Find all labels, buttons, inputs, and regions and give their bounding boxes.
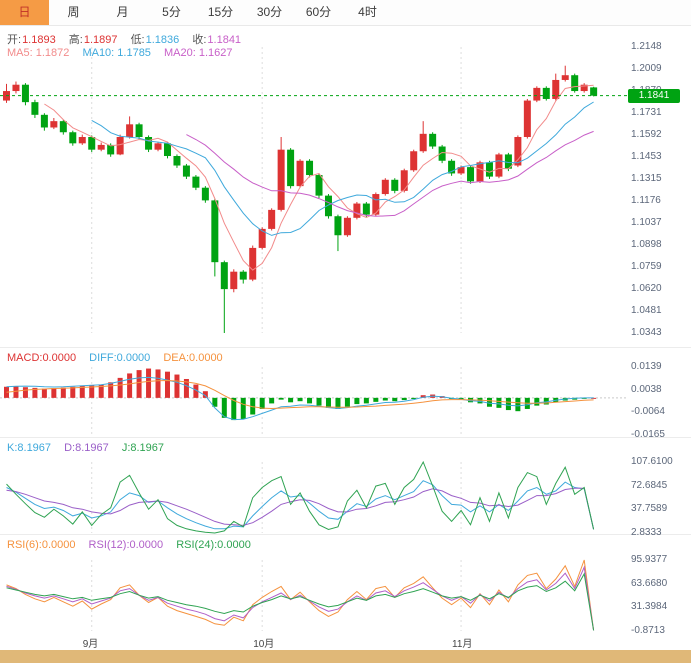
timeframe-toolbar: 日 周 月 5分 15分 30分 60分 4时 (0, 0, 691, 26)
open-label: 开: (7, 34, 22, 46)
rsi6-value: RSI(6):0.0000 (7, 539, 76, 551)
month-label: 10月 (253, 639, 275, 650)
tab-5min[interactable]: 5分 (162, 5, 181, 19)
y-axis-label: 1.0481 (631, 305, 662, 316)
y-axis-label: 1.1037 (631, 217, 662, 228)
y-axis-label: 1.0620 (631, 283, 662, 294)
time-axis: 9月 10月 11月 (0, 634, 691, 650)
y-axis-label: 1.0343 (631, 327, 662, 338)
diff-value: DIFF:0.0000 (89, 352, 151, 364)
price-panel: 开:1.1893 高:1.1897 低:1.1836 收:1.1841 MA5:… (0, 26, 691, 348)
y-axis-label: 1.1592 (631, 129, 662, 140)
y-axis-label: 63.6680 (631, 577, 668, 589)
k-value: K:8.1967 (7, 442, 52, 454)
ma5-value: MA5: 1.1872 (7, 47, 70, 59)
low-label: 低: (130, 34, 145, 46)
y-axis-label: 1.2148 (631, 41, 662, 52)
ohlc-legend: 开:1.1893 高:1.1897 低:1.1836 收:1.1841 (7, 31, 251, 47)
y-axis-label: 1.1453 (631, 151, 662, 162)
macd-legend: MACD:0.0000 DIFF:0.0000 DEA:0.0000 (7, 352, 233, 364)
rsi-legend: RSI(6):0.0000 RSI(12):0.0000 RSI(24):0.0… (7, 539, 261, 551)
close-value: 1.1841 (207, 34, 242, 46)
tab-4hour[interactable]: 4时 (358, 5, 377, 19)
ma20-value: MA20: 1.1627 (164, 47, 233, 59)
y-axis-label: 31.3984 (631, 601, 668, 613)
kdj-panel: K:8.1967 D:8.1967 J:8.1967 107.6100 72.68… (0, 438, 691, 538)
y-axis-label: 37.7589 (631, 503, 668, 515)
low-value: 1.1836 (145, 34, 180, 46)
high-label: 高: (68, 34, 83, 46)
y-axis-label: -0.0064 (631, 406, 665, 417)
rsi24-value: RSI(24):0.0000 (176, 539, 251, 551)
ma10-value: MA10: 1.1785 (82, 47, 151, 59)
time-scrollbar[interactable] (0, 650, 691, 663)
y-axis-label: 0.0139 (631, 361, 662, 372)
tab-monthly[interactable]: 月 (116, 5, 129, 19)
open-value: 1.1893 (22, 34, 56, 46)
y-axis-label: 107.6100 (631, 456, 673, 467)
month-label: 11月 (452, 639, 473, 650)
tab-60min[interactable]: 60分 (305, 5, 332, 19)
d-value: D:8.1967 (64, 442, 109, 454)
close-label: 收: (192, 34, 207, 46)
candlestick-chart[interactable] (0, 26, 691, 348)
ma-legend: MA5: 1.1872 MA10: 1.1785 MA20: 1.1627 (7, 47, 243, 59)
rsi-panel: RSI(6):0.0000 RSI(12):0.0000 RSI(24):0.0… (0, 535, 691, 636)
tab-weekly[interactable]: 周 (67, 5, 80, 19)
y-axis-label: 2.8333 (631, 527, 662, 538)
macd-axis: 0.0139 0.0038 -0.0064 -0.0165 (629, 348, 691, 440)
rsi12-value: RSI(12):0.0000 (88, 539, 164, 551)
macd-panel: MACD:0.0000 DIFF:0.0000 DEA:0.0000 0.013… (0, 348, 691, 440)
tab-daily[interactable]: 日 (0, 0, 49, 25)
tab-15min[interactable]: 15分 (207, 5, 234, 19)
macd-value: MACD:0.0000 (7, 352, 77, 364)
kdj-legend: K:8.1967 D:8.1967 J:8.1967 (7, 442, 174, 454)
y-axis-label: 72.6845 (631, 479, 668, 491)
rsi-axis: 95.9377 63.6680 31.3984 -0.8713 (629, 535, 691, 636)
y-axis-label: -0.0165 (631, 428, 665, 440)
y-axis-label: 1.1315 (631, 173, 662, 184)
rsi-chart[interactable] (0, 535, 691, 633)
dea-value: DEA:0.0000 (163, 352, 223, 364)
tab-30min[interactable]: 30分 (256, 5, 283, 19)
y-axis-label: 1.1176 (631, 195, 661, 206)
y-axis-label: -0.8713 (631, 625, 665, 636)
price-axis: 1.21481.20091.18701.17311.15921.14531.13… (629, 26, 691, 347)
y-axis-label: 1.2009 (631, 63, 662, 74)
kdj-axis: 107.6100 72.6845 37.7589 2.8333 (629, 438, 691, 538)
y-axis-label: 95.9377 (631, 554, 668, 565)
month-label: 9月 (82, 639, 99, 650)
y-axis-label: 1.1731 (631, 107, 662, 118)
macd-chart[interactable] (0, 348, 691, 438)
y-axis-label: 0.0038 (631, 383, 662, 395)
y-axis-label: 1.0759 (631, 261, 662, 272)
current-price-tag: 1.1841 (628, 88, 680, 103)
high-value: 1.1897 (83, 34, 118, 46)
y-axis-label: 1.0898 (631, 239, 662, 250)
j-value: J:8.1967 (121, 442, 165, 454)
kdj-chart[interactable] (0, 438, 691, 535)
